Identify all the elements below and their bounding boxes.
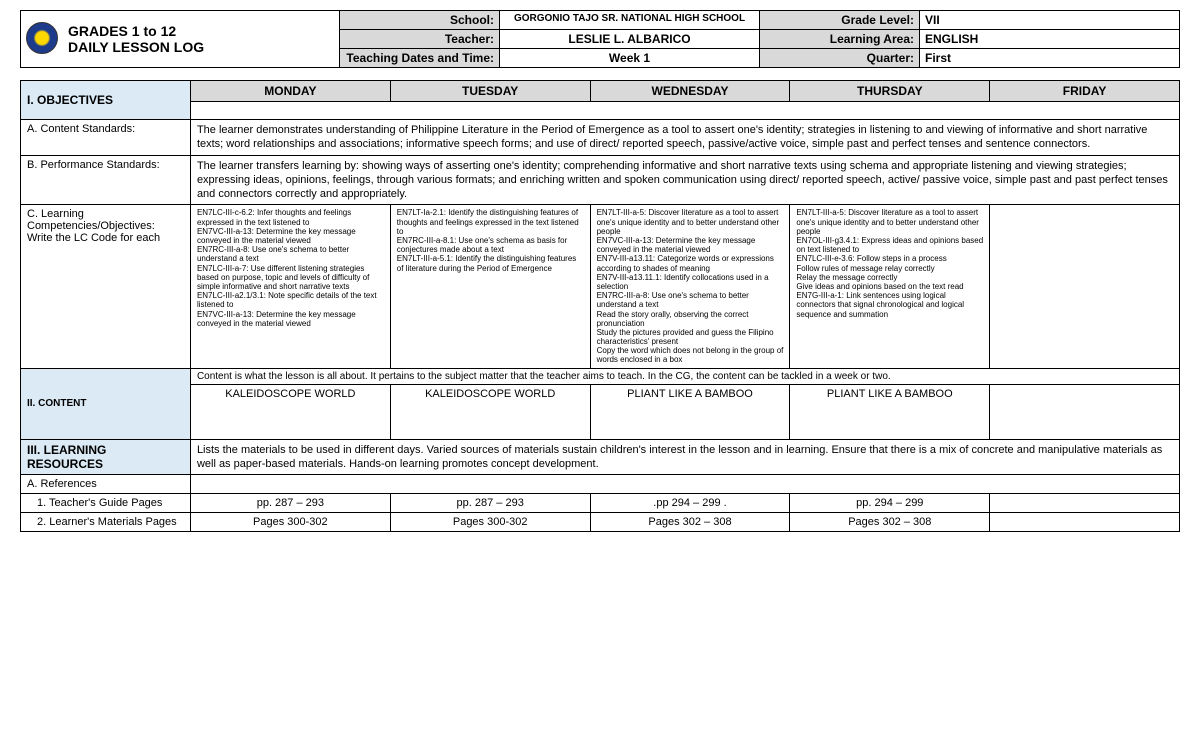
performance-standards-row: B. Performance Standards: The learner tr… [21, 155, 1180, 205]
learner-materials-row: 2. Learner's Materials Pages Pages 300-3… [21, 513, 1180, 532]
lc-tue: EN7LT-Ia-2.1: Identify the distinguishin… [390, 205, 590, 368]
lc-wed: EN7LT-III-a-5: Discover literature as a … [590, 205, 790, 368]
area-value: ENGLISH [920, 30, 1180, 49]
school-value: GORGONIO TAJO SR. NATIONAL HIGH SCHOOL [500, 11, 760, 30]
tg-thu: pp. 294 – 299 [790, 494, 990, 513]
perf-std-text: The learner transfers learning by: showi… [190, 155, 1179, 205]
lc-fri [990, 205, 1180, 368]
dates-value: Week 1 [500, 49, 760, 68]
content-tue: KALEIDOSCOPE WORLD [390, 384, 590, 439]
quarter-value: First [920, 49, 1180, 68]
day-thu: THURSDAY [790, 81, 990, 102]
resources-desc: Lists the materials to be used in differ… [190, 439, 1179, 475]
lm-fri [990, 513, 1180, 532]
resources-row: III. LEARNING RESOURCES Lists the materi… [21, 439, 1180, 475]
dates-label: Teaching Dates and Time: [340, 49, 500, 68]
header-table: GRADES 1 to 12 DAILY LESSON LOG School: … [20, 10, 1180, 68]
blank-cell [190, 102, 1179, 120]
lc-note: Write the LC Code for each [27, 232, 160, 244]
day-header-row: I. OBJECTIVES MONDAY TUESDAY WEDNESDAY T… [21, 81, 1180, 102]
school-label: School: [340, 11, 500, 30]
logo-cell [21, 11, 64, 68]
content-thu: PLIANT LIKE A BAMBOO [790, 384, 990, 439]
lm-thu: Pages 302 – 308 [790, 513, 990, 532]
content-desc: Content is what the lesson is all about.… [190, 368, 1179, 384]
tg-mon: pp. 287 – 293 [190, 494, 390, 513]
lm-mon: Pages 300-302 [190, 513, 390, 532]
area-label: Learning Area: [760, 30, 920, 49]
content-std-label: A. Content Standards: [21, 120, 191, 156]
tg-wed: .pp 294 – 299 . [590, 494, 790, 513]
day-wed: WEDNESDAY [590, 81, 790, 102]
grade-label: Grade Level: [760, 11, 920, 30]
objectives-label: I. OBJECTIVES [21, 81, 191, 120]
day-fri: FRIDAY [990, 81, 1180, 102]
day-tue: TUESDAY [390, 81, 590, 102]
teacher-guide-row: 1. Teacher's Guide Pages pp. 287 – 293 p… [21, 494, 1180, 513]
content-row: KALEIDOSCOPE WORLD KALEIDOSCOPE WORLD PL… [21, 384, 1180, 439]
objectives-blank-row [21, 102, 1180, 120]
lesson-table: I. OBJECTIVES MONDAY TUESDAY WEDNESDAY T… [20, 80, 1180, 532]
content-fri [990, 384, 1180, 439]
quarter-label: Quarter: [760, 49, 920, 68]
tg-label: 1. Teacher's Guide Pages [21, 494, 191, 513]
content-mon: KALEIDOSCOPE WORLD [190, 384, 390, 439]
tg-fri [990, 494, 1180, 513]
grade-value: VII [920, 11, 1180, 30]
deped-logo-icon [26, 22, 58, 54]
lc-label-text: C. Learning Competencies/Objectives: [27, 208, 155, 232]
refs-label: A. References [21, 475, 191, 494]
lc-label: C. Learning Competencies/Objectives: Wri… [21, 205, 191, 368]
lc-mon: EN7LC-III-c-6.2: Infer thoughts and feel… [190, 205, 390, 368]
resources-label: III. LEARNING RESOURCES [21, 439, 191, 475]
title-line2: DAILY LESSON LOG [68, 39, 204, 55]
title-line1: GRADES 1 to 12 [68, 23, 176, 39]
teacher-value: LESLIE L. ALBARICO [500, 30, 760, 49]
doc-title: GRADES 1 to 12 DAILY LESSON LOG [63, 11, 340, 68]
content-std-text: The learner demonstrates understanding o… [190, 120, 1179, 156]
teacher-label: Teacher: [340, 30, 500, 49]
tg-tue: pp. 287 – 293 [390, 494, 590, 513]
lm-label: 2. Learner's Materials Pages [21, 513, 191, 532]
content-label: II. CONTENT [21, 368, 191, 439]
content-wed: PLIANT LIKE A BAMBOO [590, 384, 790, 439]
content-standards-row: A. Content Standards: The learner demons… [21, 120, 1180, 156]
lc-thu: EN7LT-III-a-5: Discover literature as a … [790, 205, 990, 368]
day-mon: MONDAY [190, 81, 390, 102]
perf-std-label: B. Performance Standards: [21, 155, 191, 205]
references-row: A. References [21, 475, 1180, 494]
content-desc-row: II. CONTENT Content is what the lesson i… [21, 368, 1180, 384]
lm-wed: Pages 302 – 308 [590, 513, 790, 532]
refs-blank [190, 475, 1179, 494]
lm-tue: Pages 300-302 [390, 513, 590, 532]
learning-competencies-row: C. Learning Competencies/Objectives: Wri… [21, 205, 1180, 368]
